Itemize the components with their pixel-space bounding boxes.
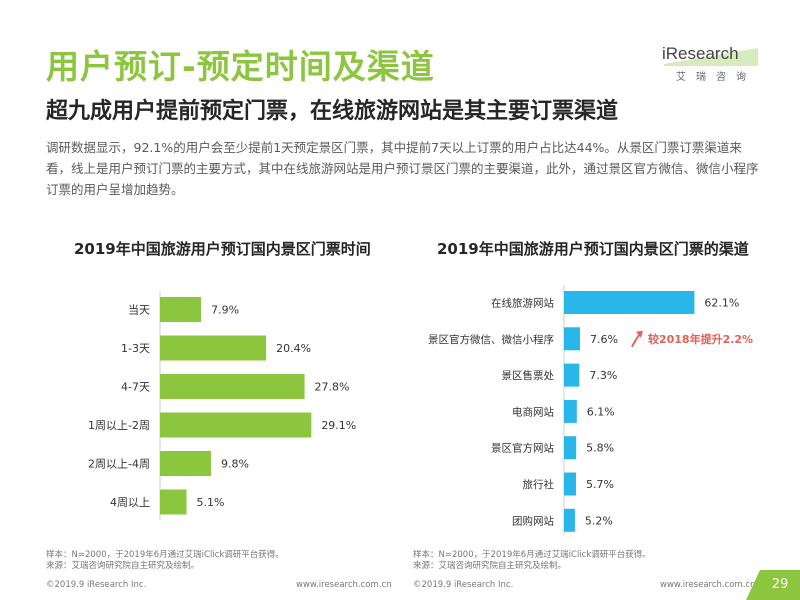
data-label: 7.3% <box>589 369 617 382</box>
category-label: 团购网站 <box>512 514 554 527</box>
page-number: 29 <box>760 570 800 600</box>
category-label: 4-7天 <box>121 381 150 394</box>
page-number-corner <box>746 570 760 600</box>
left-chart-note: 样本：N=2000，于2019年6月通过艾瑞iClick调研平台获得。 来源：艾… <box>46 550 284 572</box>
category-label: 旅行社 <box>523 478 555 491</box>
bar-4 <box>564 399 577 423</box>
footer-copyright-left: ©2019.9 iResearch Inc. <box>46 580 147 590</box>
footer-copyright-right: ©2019.9 iResearch Inc. <box>413 580 514 590</box>
bar-6 <box>564 472 576 496</box>
category-label: 景区售票处 <box>502 369 555 382</box>
bar-6 <box>160 489 187 515</box>
bar-5 <box>564 436 577 460</box>
left-chart-title: 2019年中国旅游用户预订国内景区门票时间 <box>74 240 371 258</box>
bar-7 <box>564 508 575 532</box>
annotation-arrow-icon <box>631 333 641 348</box>
category-label: 2周以上-4周 <box>88 458 150 471</box>
summary-text: 调研数据显示，92.1%的用户会至少提前1天预定景区门票，其中提前7天以上订票的… <box>46 140 759 197</box>
annotation-arrow-head-icon <box>635 330 643 338</box>
page-title: 用户预订-预定时间及渠道 <box>46 47 435 86</box>
bar-2 <box>160 335 267 361</box>
data-label: 5.2% <box>585 514 613 527</box>
page-subtitle: 超九成用户提前预定门票，在线旅游网站是其主要订票渠道 <box>46 99 619 124</box>
left-source-note: 来源：艾瑞咨询研究院自主研究及绘制。 <box>46 561 200 571</box>
bar-1 <box>564 291 695 314</box>
data-label: 7.9% <box>211 304 239 317</box>
category-label: 景区官方微信、微信小程序 <box>428 333 554 346</box>
logo-swoosh-icon <box>664 48 758 66</box>
bar-2 <box>564 327 580 351</box>
annotation-text: 较2018年提升2.2% <box>648 332 753 346</box>
data-label: 7.6% <box>590 333 618 346</box>
footer-url-left: www.iresearch.com.cn <box>296 580 392 590</box>
data-label: 5.8% <box>586 442 614 455</box>
category-label: 4周以上 <box>110 496 150 509</box>
right-source-note: 来源：艾瑞咨询研究院自主研究及绘制。 <box>413 561 567 571</box>
data-label: 27.8% <box>315 381 350 394</box>
bar-4 <box>160 412 312 438</box>
bar-1 <box>160 297 202 322</box>
data-label: 9.8% <box>221 458 249 471</box>
channel-bar-chart: 在线旅游网站 62.1% 景区官方微信、微信小程序 7.6% 较2018年提升2.2% 景… <box>428 285 753 535</box>
left-sample-note: 样本：N=2000，于2019年6月通过艾瑞iClick调研平台获得。 <box>46 550 284 560</box>
right-sample-note: 样本：N=2000，于2019年6月通过艾瑞iClick调研平台获得。 <box>413 550 651 560</box>
right-chart-title: 2019年中国旅游用户预订国内景区门票的渠道 <box>437 240 749 258</box>
data-label: 6.1% <box>587 405 615 418</box>
category-label: 景区官方网站 <box>491 442 554 455</box>
category-label: 电商网站 <box>512 405 554 418</box>
category-label: 在线旅游网站 <box>491 297 554 310</box>
footer-url-right: www.iresearch.com.cn <box>660 580 756 590</box>
right-chart-note: 样本：N=2000，于2019年6月通过艾瑞iClick调研平台获得。 来源：艾… <box>413 550 651 572</box>
logo-text: iResearch <box>662 44 739 63</box>
bar-5 <box>160 451 211 476</box>
iresearch-logo: iResearch 艾瑞咨询 <box>662 44 758 94</box>
data-label: 5.1% <box>197 496 225 509</box>
category-label: 1周以上-2周 <box>88 419 150 432</box>
data-label: 62.1% <box>704 297 739 310</box>
category-label: 1-3天 <box>121 342 150 355</box>
data-label: 5.7% <box>586 478 614 491</box>
bar-3 <box>160 374 305 399</box>
data-label: 20.4% <box>276 342 311 355</box>
data-label: 29.1% <box>321 419 356 432</box>
bar-3 <box>564 363 580 387</box>
timing-bar-chart: 当天 7.9% 1-3天 20.4% 4-7天 27.8% 1周以上-2周 29.1% 2周以上… <box>88 291 356 521</box>
category-label: 当天 <box>128 303 150 317</box>
logo-cn-text: 艾瑞咨询 <box>676 72 756 83</box>
